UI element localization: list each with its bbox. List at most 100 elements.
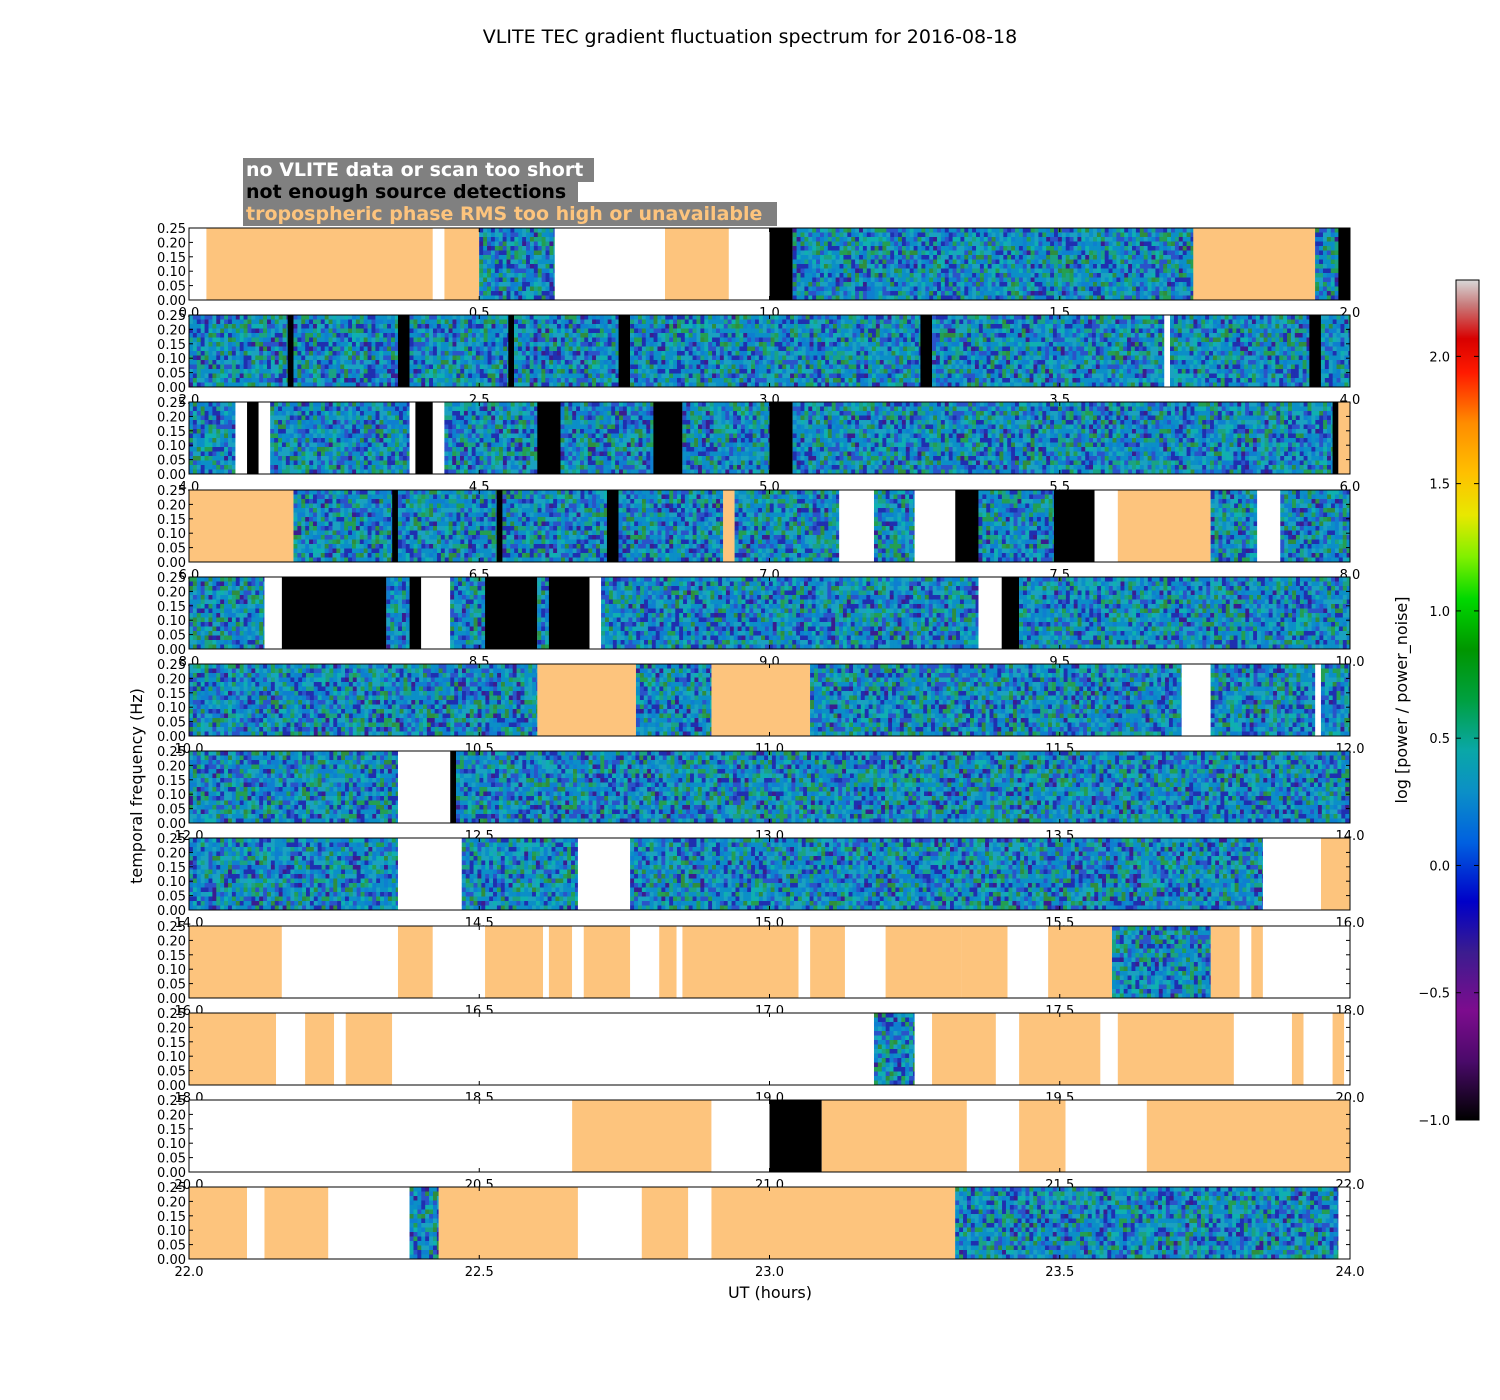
no-data-segment: [711, 1100, 769, 1172]
y-tick-label: 0.25: [157, 484, 186, 499]
no-data-segment: [189, 1100, 572, 1172]
spectrogram-segment: [410, 315, 509, 387]
y-tick-label: 0.20: [157, 236, 186, 251]
y-tick-label: 0.05: [157, 1152, 186, 1167]
no-data-segment: [421, 577, 450, 649]
y-tick-label: 0.15: [157, 1123, 186, 1138]
no-detection-segment: [288, 315, 294, 387]
troposphere-flag-segment: [346, 1013, 392, 1085]
y-tick-label: 0.10: [157, 1050, 186, 1065]
no-detection-segment: [1338, 228, 1350, 300]
no-data-segment: [1100, 1013, 1117, 1085]
troposphere-flag-segment: [1338, 402, 1350, 474]
spectrogram-segment: [189, 664, 538, 736]
panel: 0.000.050.100.150.200.254.0 4.5 5.0 5.5 6.0: [157, 396, 1360, 495]
panel: 0.000.050.100.150.200.252.0 2.5 3.0 3.5 4.0: [157, 309, 1360, 408]
spectrogram-segment: [270, 402, 410, 474]
no-data-segment: [433, 926, 485, 998]
spectrogram-segment: [793, 402, 1333, 474]
troposphere-flag-segment: [1019, 1100, 1065, 1172]
y-tick-label: 0.25: [157, 832, 186, 847]
spectrogram-segment: [444, 402, 537, 474]
spectrogram-segment: [601, 577, 979, 649]
troposphere-flag-segment: [1118, 490, 1211, 562]
no-detection-segment: [398, 315, 410, 387]
y-tick-label: 0.15: [157, 600, 186, 615]
no-data-segment: [1304, 1013, 1333, 1085]
troposphere-flag-segment: [398, 926, 433, 998]
no-detection-segment: [415, 402, 432, 474]
troposphere-flag-segment: [549, 926, 572, 998]
no-data-segment: [1315, 664, 1321, 736]
no-data-segment: [398, 751, 450, 823]
y-tick-label: 0.10: [157, 265, 186, 280]
colorbar-tick-label: 0.5: [1429, 732, 1450, 747]
spectrogram-segment: [189, 315, 288, 387]
no-data-segment: [590, 577, 602, 649]
troposphere-flag-segment: [1321, 838, 1350, 910]
chart-title: VLITE TEC gradient fluctuation spectrum …: [483, 26, 1017, 48]
x-axis-label: UT (hours): [728, 1283, 812, 1302]
no-detection-segment: [508, 315, 514, 387]
no-data-segment: [729, 228, 770, 300]
y-tick-label: 0.20: [157, 1195, 186, 1210]
colorbar-label: log [power / power_noise]: [1392, 597, 1412, 804]
y-tick-label: 0.05: [157, 454, 186, 469]
y-tick-label: 0.20: [157, 498, 186, 513]
x-tick-label: 24.0: [1336, 1265, 1365, 1280]
y-tick-label: 0.05: [157, 890, 186, 905]
panel: 0.000.050.100.150.200.250.0 0.5 1.0 1.5 2.0: [157, 222, 1360, 321]
troposphere-flag-segment: [1292, 1013, 1304, 1085]
spectrogram-segment: [1280, 490, 1350, 562]
colorbar-tick-label: −1.0: [1418, 1114, 1450, 1129]
y-tick-label: 0.15: [157, 338, 186, 353]
no-data-segment: [630, 926, 659, 998]
y-tick-label: 0.10: [157, 352, 186, 367]
y-tick-label: 0.20: [157, 934, 186, 949]
no-detection-segment: [1054, 490, 1095, 562]
no-data-segment: [189, 228, 206, 300]
no-data-segment: [555, 228, 665, 300]
spectrogram-segment: [189, 402, 236, 474]
troposphere-flag-segment: [886, 926, 961, 998]
y-tick-label: 0.15: [157, 425, 186, 440]
y-axis-label: temporal frequency (Hz): [127, 688, 146, 884]
troposphere-flag-segment: [665, 228, 729, 300]
y-tick-label: 0.05: [157, 367, 186, 382]
spectrogram-segment: [619, 490, 724, 562]
x-tick-label: 22.0: [175, 1265, 204, 1280]
no-detection-segment: [410, 577, 422, 649]
y-tick-label: 0.15: [157, 513, 186, 528]
y-tick-label: 0.20: [157, 846, 186, 861]
y-tick-label: 0.20: [157, 323, 186, 338]
y-tick-label: 0.25: [157, 396, 186, 411]
x-tick-label: 23.0: [755, 1265, 784, 1280]
colorbar-gradient: [1456, 280, 1479, 1120]
spectrogram-segment: [630, 315, 921, 387]
panel: 0.000.050.100.150.200.258.0 8.5 9.0 9.5 10.0: [157, 571, 1364, 670]
spectrogram-segment: [514, 315, 619, 387]
y-tick-label: 0.10: [157, 614, 186, 629]
y-tick-label: 0.05: [157, 716, 186, 731]
troposphere-flag-segment: [206, 228, 432, 300]
spectrogram-segment: [537, 577, 549, 649]
no-detection-segment: [497, 490, 503, 562]
no-data-segment: [1240, 926, 1252, 998]
y-tick-label: 0.05: [157, 803, 186, 818]
y-tick-label: 0.25: [157, 571, 186, 586]
no-data-segment: [688, 1187, 711, 1259]
no-detection-segment: [549, 577, 590, 649]
no-detection-segment: [653, 402, 682, 474]
spectrogram-segment: [874, 490, 915, 562]
legend-entry: not enough source detections: [246, 181, 566, 203]
troposphere-flag-segment: [1048, 926, 1112, 998]
spectrogram-segment: [189, 838, 398, 910]
troposphere-flag-segment: [1333, 1013, 1345, 1085]
no-data-segment: [1344, 1013, 1350, 1085]
